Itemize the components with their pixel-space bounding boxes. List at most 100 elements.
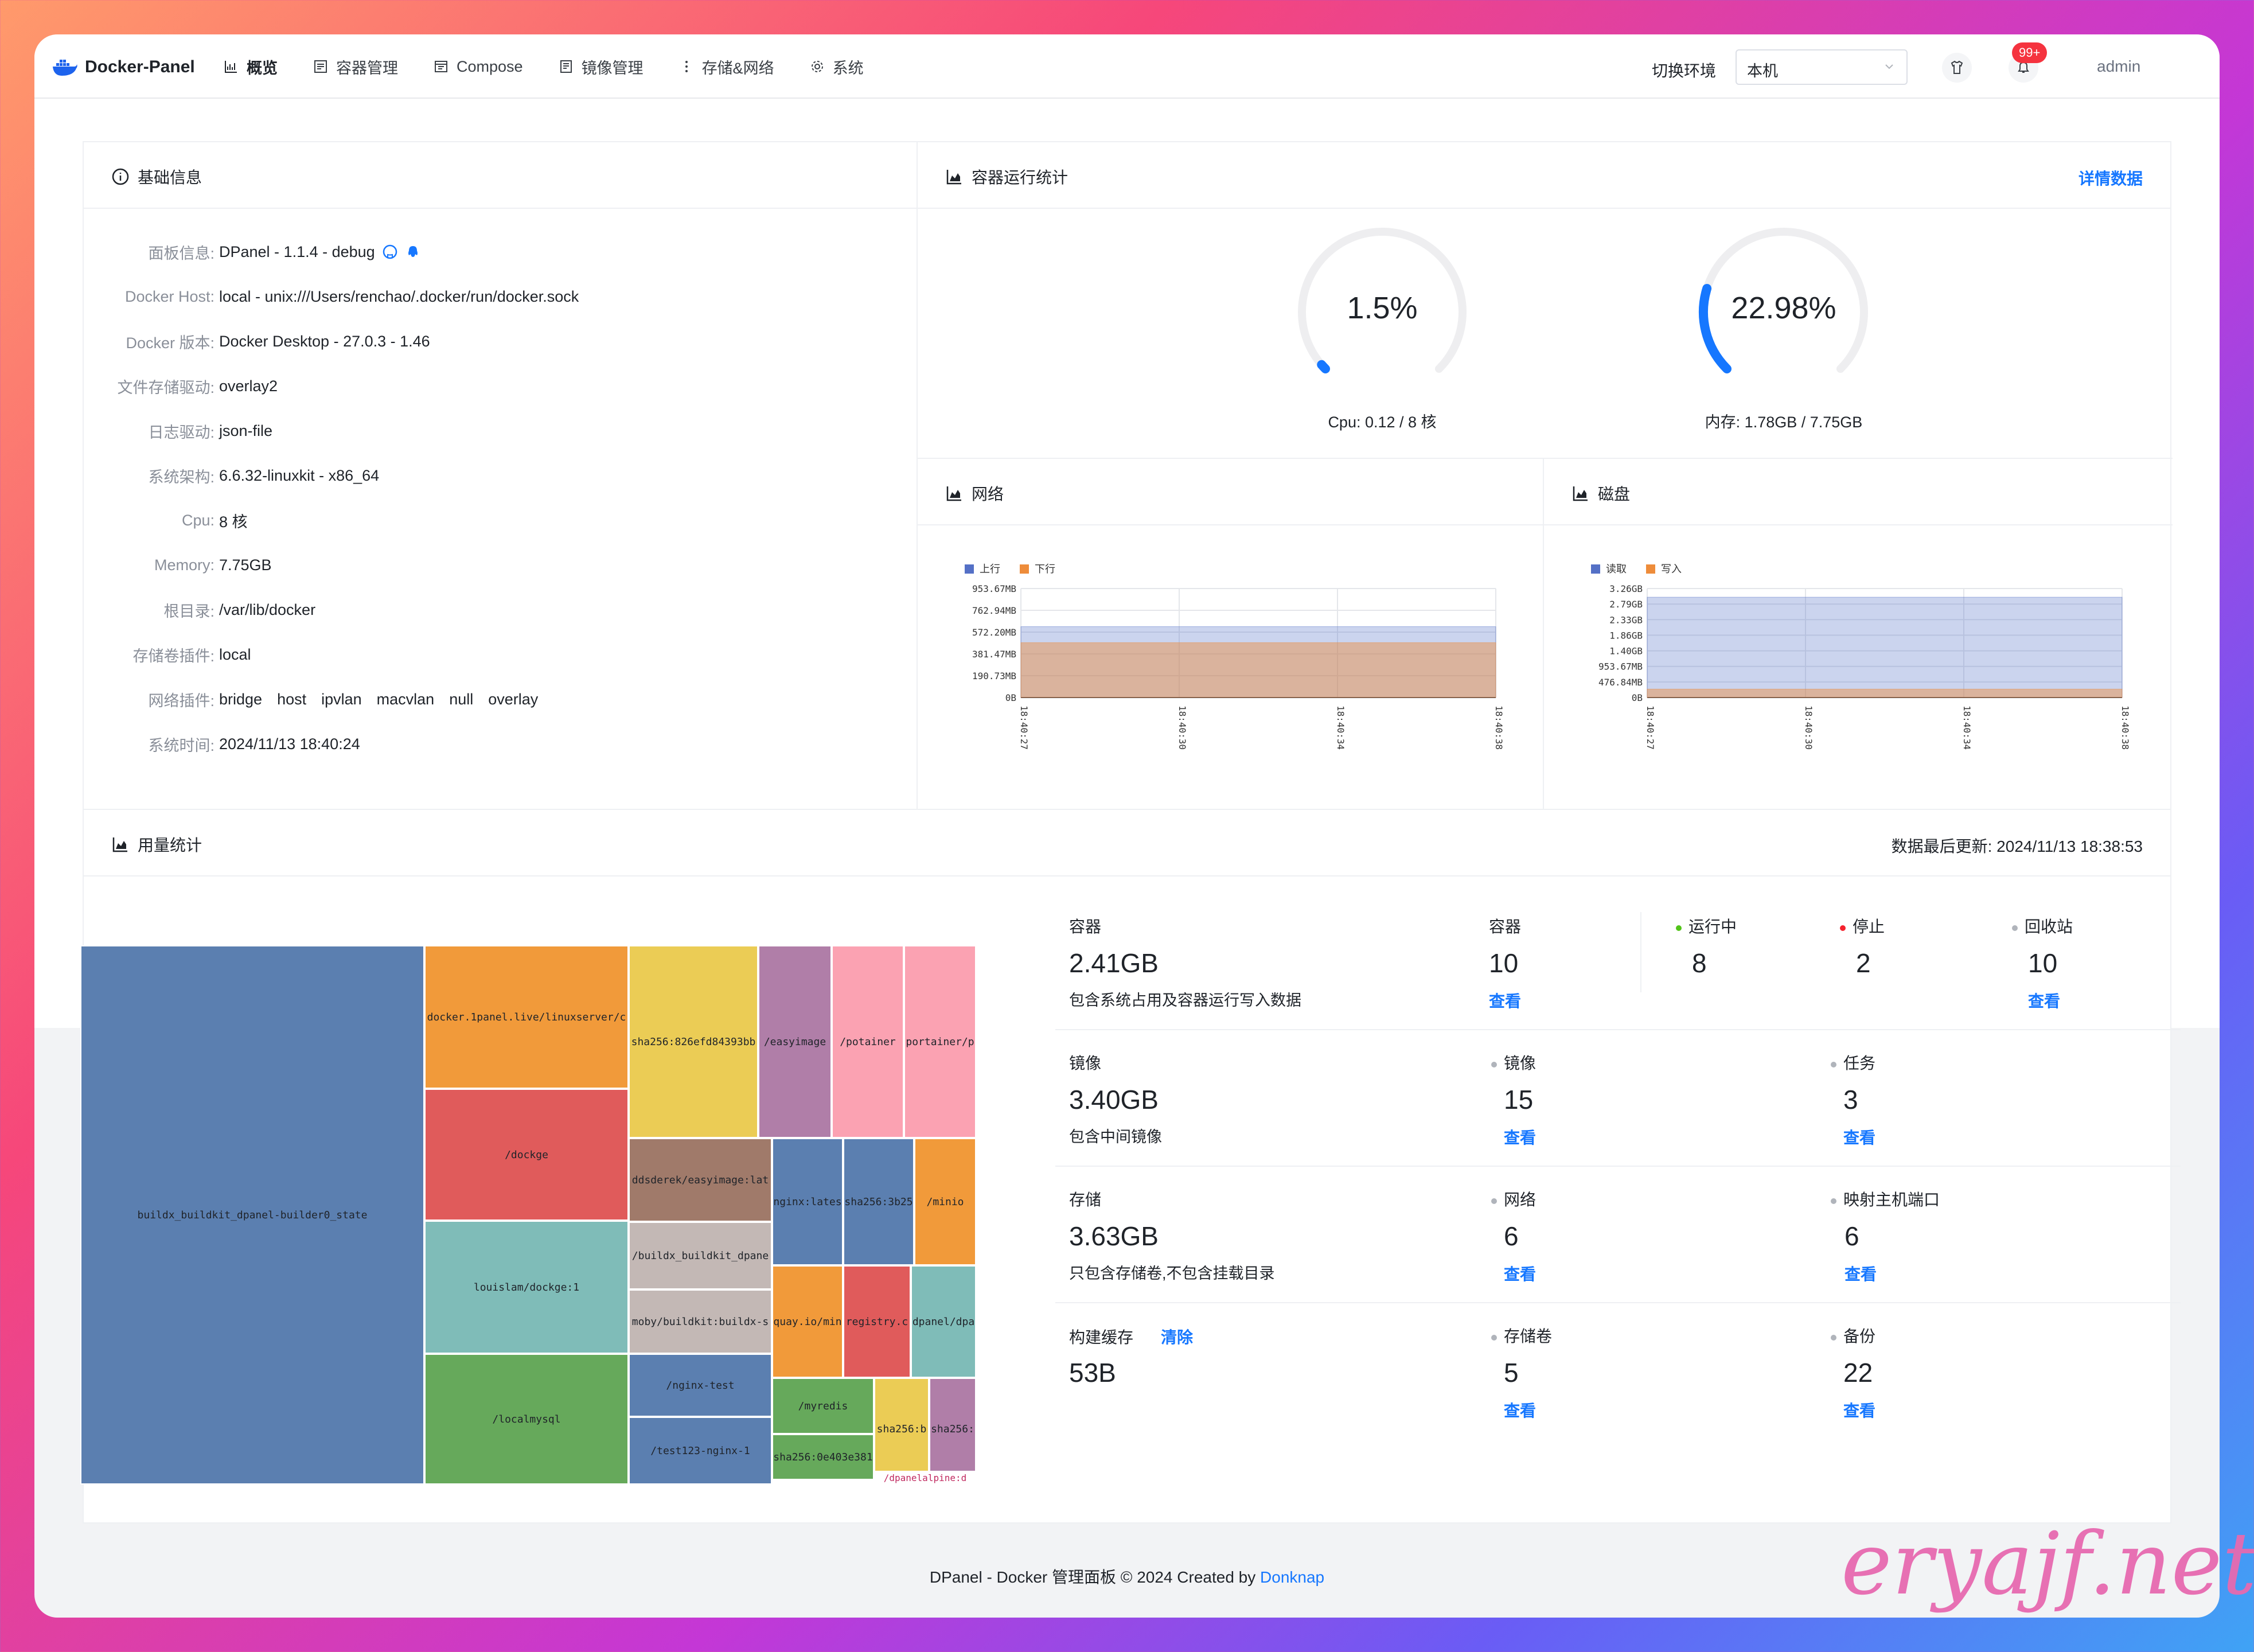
treemap-node[interactable]: quay.io/min (772, 1265, 843, 1378)
recycle-view-link[interactable]: 查看 (2028, 992, 2061, 1010)
nav-images[interactable]: 镜像管理 (559, 56, 644, 78)
network-count-label-text: 网络 (1504, 1191, 1537, 1209)
memory-gauge-caption: 内存: 1.78GB / 7.75GB (1705, 414, 1863, 431)
user-menu[interactable]: admin (2097, 57, 2141, 75)
treemap-node[interactable]: /dpanelalpine:d (874, 1471, 976, 1485)
treemap-node[interactable]: registry.c (843, 1265, 911, 1378)
cpu-gauge-fill (1317, 360, 1331, 373)
treemap-node[interactable]: /nginx-test (629, 1354, 772, 1417)
treemap-node[interactable]: nginx:lates (772, 1138, 843, 1265)
treemap-node[interactable]: buildx_buildkit_dpanel-builder0_state (80, 945, 424, 1485)
treemap-node[interactable]: dpanel/dpa (911, 1265, 976, 1378)
treemap-node[interactable]: /minio (914, 1138, 976, 1265)
qq-icon[interactable] (405, 244, 421, 260)
treemap-node[interactable]: sha256:0e403e381 (772, 1434, 874, 1480)
panel-title: 磁盘 (1571, 482, 1630, 505)
area-series-1 (1647, 688, 2123, 698)
container-size: 2.41GB (1069, 948, 1159, 978)
footer-author-link[interactable]: Donknap (1260, 1568, 1325, 1586)
task-view-link[interactable]: 查看 (1843, 1129, 1876, 1147)
info-row-panel: 面板信息: DPanel - 1.1.4 - debug (84, 229, 951, 274)
memory-gauge: 22.98% 内存: 1.78GB / 7.75GB (1686, 226, 1881, 431)
cpu-gauge-caption: Cpu: 0.12 / 8 核 (1328, 414, 1437, 431)
network-plugin-tag: overlay (488, 690, 539, 708)
backup-dot (1831, 1334, 1836, 1341)
info-icon (112, 168, 129, 185)
port-dot (1831, 1198, 1836, 1204)
treemap-node[interactable]: sha256:b (874, 1378, 929, 1480)
container-icon (314, 60, 327, 73)
info-value: DPanel - 1.1.4 - debug (219, 243, 421, 261)
image-desc: 包含中间镜像 (1069, 1128, 1162, 1146)
nav-overview[interactable]: 概览 (224, 56, 278, 78)
legend-label: 下行 (1035, 563, 1055, 575)
network-count: 6 (1504, 1221, 1519, 1251)
storage-size: 3.63GB (1069, 1221, 1159, 1251)
memory-gauge-value: 22.98% (1731, 291, 1836, 325)
env-select[interactable]: 本机 (1736, 49, 1908, 85)
nav-label: 镜像管理 (581, 59, 644, 77)
treemap-node[interactable]: /easyimage (758, 945, 832, 1138)
nav-storage-network[interactable]: 存储&网络 (679, 56, 774, 78)
recycle-label-text: 回收站 (2025, 918, 2073, 936)
area-chart-icon (1573, 486, 1588, 501)
info-value: /var/lib/docker (219, 601, 316, 618)
panel-title-text: 网络 (972, 485, 1004, 503)
info-row-memory: Memory: 7.75GB (84, 543, 951, 587)
treemap-node[interactable]: sha256:3b25 (843, 1138, 914, 1265)
y-tick-label: 0B (1632, 692, 1643, 703)
treemap-node[interactable]: /localmysql (424, 1354, 629, 1485)
runtime-stats-card: 容器运行统计 详情数据 1.5% Cpu: 0.12 / 8 核 22.98% … (917, 141, 2173, 831)
backup-view-link[interactable]: 查看 (1843, 1402, 1876, 1420)
image-view-link[interactable]: 查看 (1504, 1129, 1537, 1147)
nav-label: 概览 (247, 59, 278, 77)
treemap-node[interactable]: /potainer (832, 945, 904, 1138)
nav-containers[interactable]: 容器管理 (313, 56, 398, 78)
treemap-node[interactable]: /dockge (424, 1089, 629, 1221)
network-plugin-tag: null (449, 690, 474, 708)
chevron-down-icon (1885, 64, 1893, 69)
clear-cache-button[interactable]: 清除 (1161, 1328, 1194, 1346)
theme-button[interactable] (1941, 52, 1973, 84)
volume-view-link[interactable]: 查看 (1504, 1402, 1537, 1420)
stopped-dot (1840, 925, 1846, 931)
nav-compose[interactable]: Compose (434, 58, 523, 76)
image-count-label: 镜像 (1491, 1051, 1536, 1074)
image-icon (560, 60, 572, 73)
network-view-link[interactable]: 查看 (1504, 1265, 1537, 1283)
info-value: 2024/11/13 18:40:24 (219, 735, 360, 753)
treemap-node[interactable]: /myredis (772, 1378, 874, 1434)
panel-title: 网络 (945, 482, 1004, 505)
stopped-count: 2 (1856, 948, 1871, 978)
running-label-text: 运行中 (1688, 918, 1737, 936)
task-label: 任务 (1831, 1051, 1875, 1074)
x-tick-label: 18:40:27 (1645, 706, 1656, 750)
info-row-log-driver: 日志驱动: json-file (84, 408, 951, 453)
treemap-node[interactable]: sha256: (929, 1378, 976, 1480)
treemap-node[interactable]: louislam/dockge:1 (424, 1221, 629, 1354)
treemap-node[interactable]: /buildx_buildkit_dpane (629, 1222, 772, 1289)
x-tick-label: 18:40:34 (1961, 706, 1972, 750)
detail-data-link[interactable]: 详情数据 (2078, 170, 2143, 188)
treemap-node[interactable]: docker.1panel.live/linuxserver/c (424, 945, 629, 1089)
treemap-node[interactable]: ddsderek/easyimage:lat (629, 1138, 772, 1222)
treemap-node[interactable]: /test123-nginx-1 (629, 1417, 772, 1485)
treemap-node[interactable]: sha256:826efd84393bb (629, 945, 758, 1138)
brand[interactable]: Docker-Panel (52, 53, 195, 81)
top-navbar: Docker-Panel 概览 容器管理 Compose 镜像管理 存储&网络 (34, 34, 2220, 99)
info-value: bridge host ipvlan macvlan null overlay (219, 691, 553, 708)
area-chart-icon (946, 486, 961, 501)
container-view-link[interactable]: 查看 (1489, 992, 1522, 1010)
card-header: 用量统计 数据最后更新: 2024/11/13 18:38:53 (84, 810, 2170, 876)
nav-system[interactable]: 系统 (810, 56, 864, 78)
cpu-gauge-track (1298, 228, 1467, 373)
env-select-value: 本机 (1747, 63, 1778, 80)
treemap-node[interactable]: moby/buildkit:buildx-s (629, 1289, 772, 1354)
treemap-node[interactable]: portainer/p (904, 945, 976, 1138)
github-icon[interactable] (382, 244, 398, 260)
port-view-link[interactable]: 查看 (1844, 1265, 1877, 1283)
info-row-storage-driver: 文件存储驱动: overlay2 (84, 364, 951, 408)
x-tick-label: 18:40:34 (1335, 706, 1346, 750)
running-label: 运行中 (1676, 914, 1737, 937)
x-tick-label: 18:40:30 (1177, 706, 1188, 750)
